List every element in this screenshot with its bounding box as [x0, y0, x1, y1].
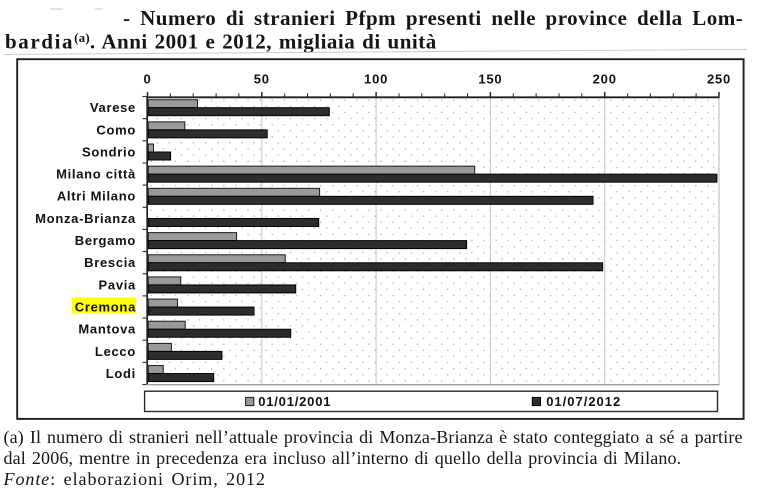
svg-text:150: 150 — [478, 72, 502, 87]
svg-text:100: 100 — [364, 72, 388, 87]
svg-text:200: 200 — [593, 72, 617, 87]
svg-text:250: 250 — [707, 72, 731, 87]
svg-text:01/01/2001: 01/01/2001 — [258, 394, 331, 409]
svg-text:Milano città: Milano città — [56, 167, 136, 182]
svg-text:Pavia: Pavia — [99, 277, 137, 292]
svg-text:Monza-Brianza: Monza-Brianza — [35, 211, 136, 226]
svg-text:Como: Como — [96, 122, 136, 137]
svg-text:Lecco: Lecco — [95, 344, 136, 359]
svg-text:Sondrio: Sondrio — [82, 144, 136, 159]
svg-text:Altri Milano: Altri Milano — [57, 189, 136, 204]
svg-text:Cremona: Cremona — [75, 299, 136, 314]
svg-text:Varese: Varese — [90, 100, 136, 115]
svg-text:50: 50 — [254, 72, 270, 87]
svg-text:Lodi: Lodi — [106, 366, 136, 381]
svg-text:Bergamo: Bergamo — [75, 233, 136, 248]
svg-text:0: 0 — [143, 72, 151, 87]
svg-text:Brescia: Brescia — [84, 255, 136, 270]
svg-text:01/07/2012: 01/07/2012 — [546, 394, 621, 409]
svg-text:Mantova: Mantova — [78, 322, 136, 337]
